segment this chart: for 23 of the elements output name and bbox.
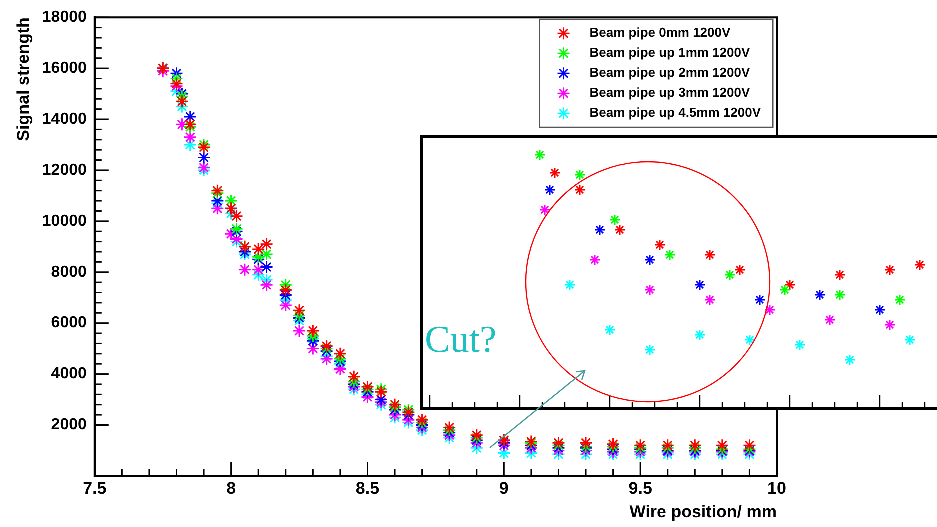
x-tick-label: 8.5	[356, 479, 380, 498]
y-axis-title: Signal strength	[14, 18, 33, 142]
x-tick-label: 10	[768, 479, 786, 498]
legend-label: Beam pipe up 4.5mm 1200V	[590, 105, 762, 120]
y-tick-label: 4000	[51, 366, 87, 383]
y-tick-label: 12000	[42, 162, 87, 179]
y-tick-label: 8000	[51, 264, 87, 281]
x-tick-label: 7.5	[83, 479, 107, 498]
x-tick-label: 9.5	[628, 479, 652, 498]
legend-label: Beam pipe up 2mm 1200V	[590, 65, 750, 80]
y-tick-label: 2000	[51, 416, 87, 434]
x-tick-label: 9	[499, 479, 509, 498]
y-tick-label: 18000	[42, 9, 87, 26]
legend-label: Beam pipe up 3mm 1200V	[590, 85, 750, 100]
x-tick-label: 8	[226, 479, 236, 498]
y-tick-label: 16000	[42, 60, 87, 77]
legend-label: Beam pipe up 1mm 1200V	[590, 45, 750, 60]
y-tick-label: 6000	[51, 314, 87, 332]
y-tick-label: 14000	[42, 110, 87, 128]
x-axis-title: Wire position/ mm	[630, 502, 777, 522]
y-tick-label: 10000	[42, 212, 87, 230]
annotation: Cut?	[425, 318, 497, 362]
legend-label: Beam pipe 0mm 1200V	[590, 25, 731, 40]
